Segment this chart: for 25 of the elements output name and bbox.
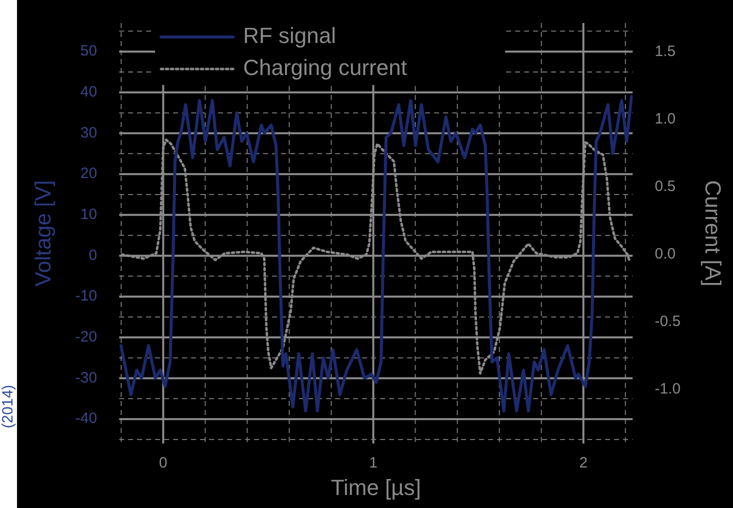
y2-tick-label: 1.5	[654, 43, 676, 60]
y-tick-label: 0	[88, 246, 98, 264]
y-tick-label: 20	[80, 165, 98, 182]
text: (2014)	[0, 384, 16, 430]
y-tick-label: -30	[75, 369, 98, 386]
y2-tick-label: 1.0	[654, 110, 676, 128]
y2-tick-label: -0.5	[654, 313, 681, 330]
x-tick-label: 2	[579, 454, 588, 472]
y2-tick-label: 0.5	[654, 178, 676, 196]
legend-label: RF signal	[243, 23, 336, 48]
y-tick-label: -10	[75, 288, 98, 305]
x-axis-title: Time [µs]	[330, 474, 421, 500]
y2-tick-label: -1.0	[654, 380, 681, 398]
y-tick-label: 30	[80, 124, 98, 142]
x-tick-label: 0	[159, 454, 168, 472]
y2-tick-label: 0.0	[654, 246, 676, 263]
y-tick-label: 10	[80, 206, 98, 224]
x-tick-label: 1	[369, 454, 378, 472]
y-axis-title: Voltage [V]	[30, 180, 56, 287]
y-tick-label: 50	[80, 42, 98, 60]
y-tick-label: 40	[80, 84, 98, 101]
y-tick-label: -40	[75, 410, 98, 428]
legend-label: Charging current	[243, 55, 407, 80]
y-tick-label: -20	[75, 328, 98, 346]
y2-axis-title: Current [A]	[700, 180, 726, 286]
